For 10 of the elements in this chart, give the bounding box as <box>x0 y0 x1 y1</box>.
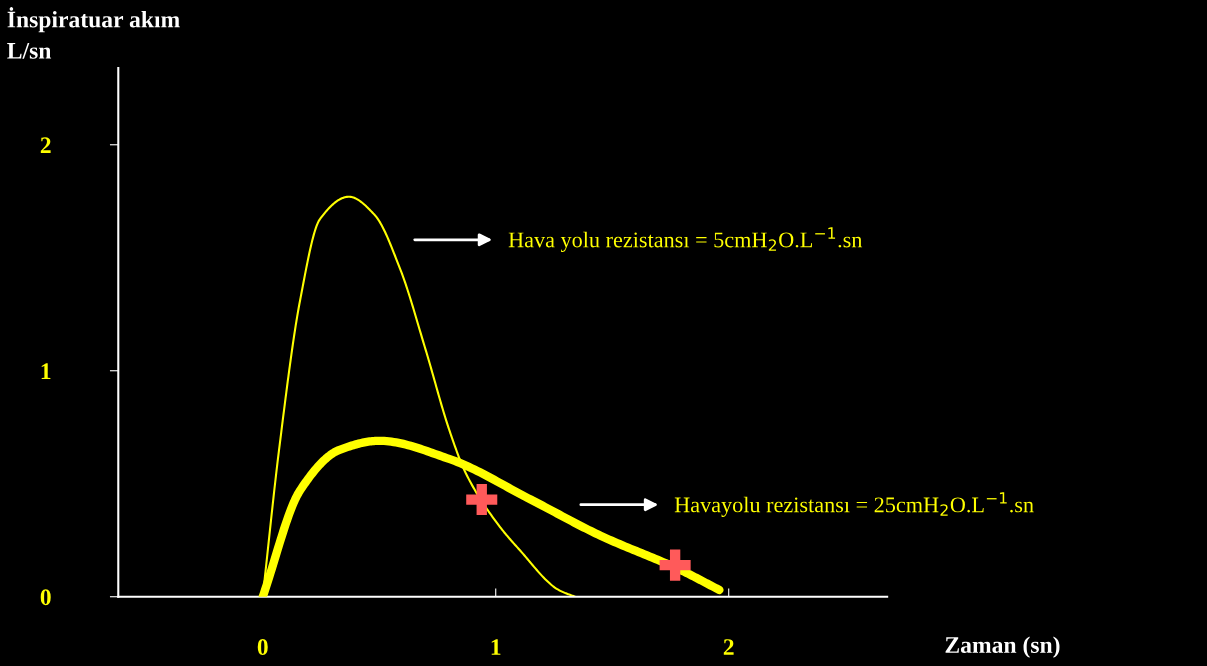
y-axis-title: İnspiratuar akım L/sn <box>7 7 180 59</box>
annotation: Hava yolu rezistansı = 5cmH$_{2}$O.L$^{−1}$.sn <box>508 227 863 252</box>
y-tick-label: 2 <box>40 137 51 153</box>
y-tick-label: 1 <box>41 363 51 379</box>
x-tick-label: 2 <box>723 639 734 655</box>
annotation: Havayolu rezistansı = 25cmH$_{2}$O.L$^{−1}$.sn <box>674 492 1034 517</box>
x-tick-label: 0 <box>257 639 268 656</box>
y-tick-label: 0 <box>40 589 51 606</box>
x-axis-title: Zaman (sn) <box>945 636 1060 658</box>
x-tick-label: 1 <box>491 639 501 655</box>
